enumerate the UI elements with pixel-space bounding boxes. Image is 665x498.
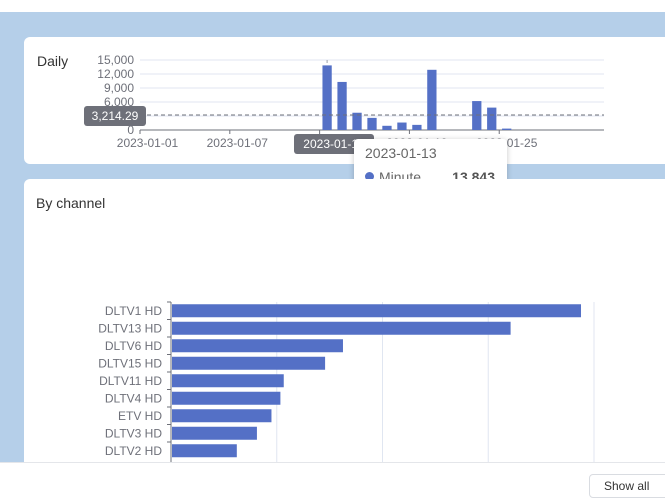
channel-bar [172, 444, 237, 458]
y-category-label: DLTV3 HD [105, 426, 162, 440]
channel-chart[interactable]: DLTV1 HD DLTV13 HD DLTV6 HD DLTV15 HD DLTV11… [0, 0, 665, 462]
y-category-label: ETV HD [118, 409, 162, 423]
daily-bar [472, 101, 482, 130]
channel-bar [172, 391, 281, 405]
tooltip-series-marker [365, 172, 374, 181]
channel-bar [172, 356, 326, 370]
y-tick-label: 12,000 [97, 67, 134, 81]
daily-bar [337, 81, 347, 130]
daily-bar [412, 124, 422, 130]
y-tick-label: 15,000 [97, 53, 134, 67]
channel-bar [172, 374, 284, 388]
daily-bar [502, 128, 512, 130]
channel-bar [172, 409, 272, 423]
daily-card-title: Daily [37, 53, 69, 69]
y-tick-label: 9,000 [104, 81, 134, 95]
y-category-label: DLTV1 HD [105, 304, 162, 318]
tooltip-date: 2023-01-13 [365, 145, 437, 161]
x-tick-label: 2023-01-07 [207, 136, 269, 150]
daily-bar [367, 117, 377, 130]
y-category-label: DLTV4 HD [105, 391, 162, 405]
channel-bar [172, 304, 582, 318]
y-tick-label: 0 [127, 123, 134, 137]
top-strip [0, 0, 665, 12]
x-tick-label: 2023-01-01 [117, 136, 179, 150]
y-category-label: DLTV6 HD [105, 339, 162, 353]
y-category-label: DLTV13 HD [98, 321, 162, 335]
y-tick-label: 6,000 [104, 95, 134, 109]
daily-bar [352, 112, 362, 130]
channel-bar [172, 321, 511, 335]
y-category-label: DLTV2 HD [105, 444, 162, 458]
y-pointer-label: 3,214.29 [84, 106, 146, 126]
daily-bar [427, 69, 437, 130]
bottom-bar [0, 462, 665, 488]
daily-bar [397, 122, 407, 130]
y-category-label: DLTV15 HD [98, 356, 162, 370]
y-category-label: DLTV11 HD [99, 374, 162, 388]
channel-bar [172, 426, 257, 440]
daily-bar [487, 107, 497, 130]
daily-bar [322, 65, 332, 130]
daily-bar [382, 125, 392, 130]
show-all-button[interactable]: Show all [589, 474, 665, 498]
channel-card-title: By channel [36, 195, 106, 211]
channel-bar [172, 339, 343, 353]
